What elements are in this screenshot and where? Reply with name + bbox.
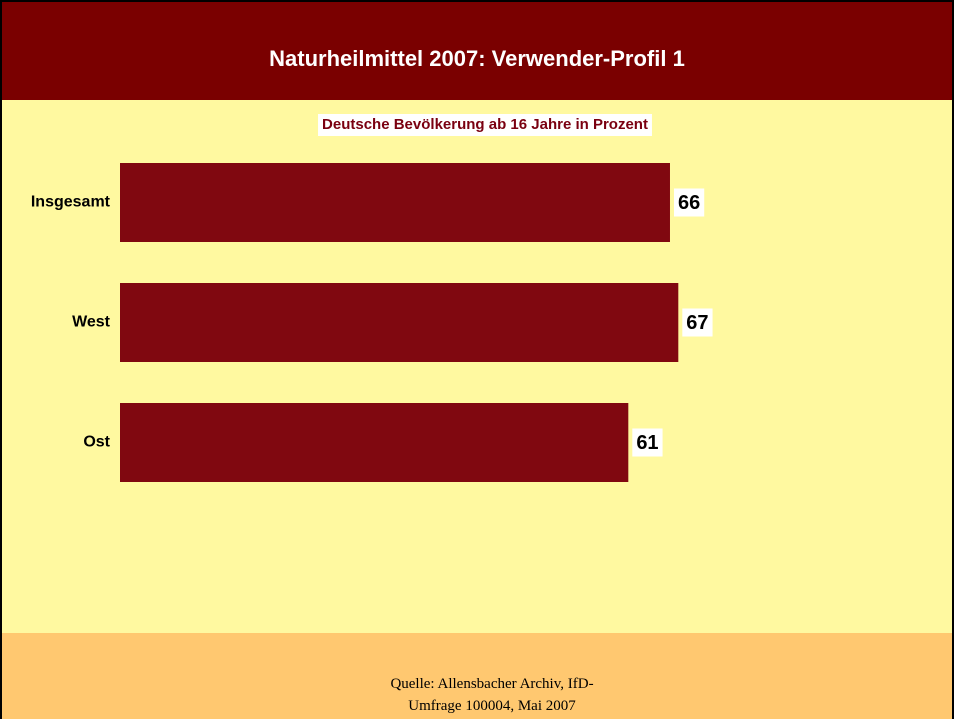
- footer: Quelle: Allensbacher Archiv, IfD-Umfrage…: [0, 633, 954, 719]
- y-tick-label: Ost: [83, 434, 110, 451]
- value-label: 61: [636, 432, 658, 454]
- bar: [120, 283, 679, 362]
- value-label: 67: [686, 312, 708, 334]
- header: Naturheilmittel 2007: Verwender-Profil 1: [0, 0, 954, 100]
- chart-subtitle: Deutsche Bevölkerung ab 16 Jahre in Proz…: [322, 116, 648, 133]
- y-tick-label: West: [72, 314, 111, 331]
- value-label-bg: [682, 308, 713, 337]
- y-tick-label: Insgesamt: [31, 194, 111, 211]
- value-label-bg: [632, 428, 663, 457]
- chart-title: Naturheilmittel 2007: Verwender-Profil 1: [269, 46, 685, 71]
- subtitle-bg: [318, 114, 652, 136]
- border: [0, 0, 2, 719]
- value-label: 66: [678, 192, 700, 214]
- bar: [120, 163, 670, 242]
- source: Quelle: Allensbacher Archiv, IfD-Umfrage…: [390, 676, 594, 714]
- bar: [120, 403, 629, 482]
- value-label-bg: [673, 188, 705, 217]
- border: [952, 0, 954, 719]
